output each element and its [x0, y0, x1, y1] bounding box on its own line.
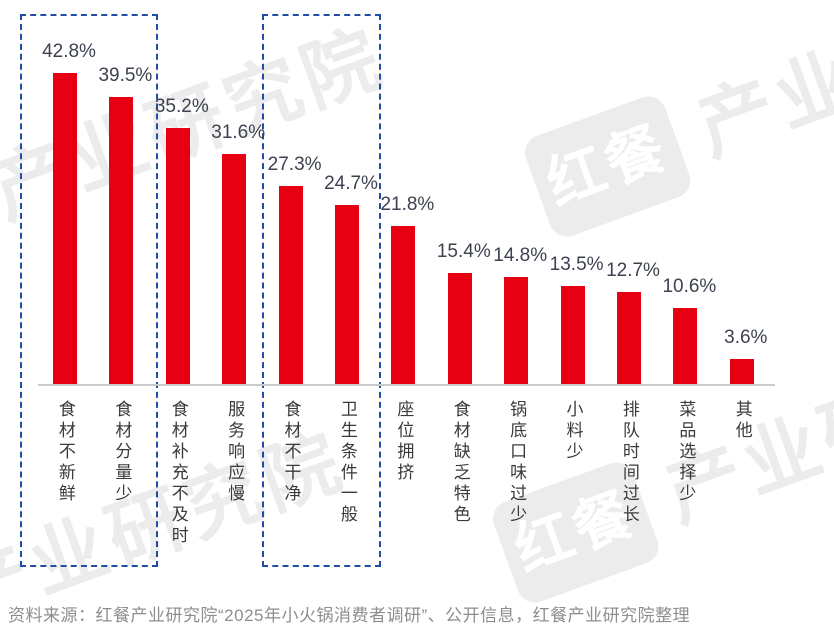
category-label: 其他	[732, 400, 752, 442]
bar	[278, 186, 303, 385]
bar-value-label: 24.7%	[324, 173, 378, 194]
bar-value-label: 3.6%	[724, 327, 768, 348]
category-label: 排队时间过长	[619, 400, 639, 526]
highlight-box-2	[262, 14, 381, 567]
source-note: 资料来源：红餐产业研究院“2025年小火锅消费者调研”、公开信息，红餐产业研究院…	[8, 606, 691, 625]
bar-value-label: 39.5%	[98, 65, 153, 86]
bar-value-label: 12.7%	[606, 260, 660, 281]
category-label: 座位拥挤	[394, 400, 414, 484]
category-label: 食材不干净	[281, 400, 301, 505]
bar	[504, 277, 529, 385]
bar-value-label: 35.2%	[154, 96, 209, 117]
bar	[109, 97, 134, 385]
category-label: 食材分量少	[112, 400, 132, 505]
bar	[53, 73, 77, 385]
bar-value-label: 13.5%	[549, 254, 604, 275]
bar	[335, 205, 359, 385]
bar-value-label: 27.3%	[267, 154, 322, 175]
category-label: 食材缺乏特色	[450, 400, 470, 526]
bar-value-label: 14.8%	[493, 245, 548, 266]
category-label: 小料少	[563, 400, 583, 463]
bar	[560, 286, 585, 385]
category-label: 食材不新鲜	[55, 400, 75, 505]
bar	[165, 128, 190, 385]
bar	[447, 273, 472, 385]
bar-value-label: 21.8%	[380, 194, 435, 215]
category-label: 菜品选择少	[676, 400, 696, 505]
bar	[222, 154, 247, 385]
bar-value-label: 10.6%	[662, 276, 717, 297]
bar	[617, 292, 641, 385]
category-label: 锅底口味过少	[507, 400, 527, 526]
category-label: 食材补充不及时	[168, 400, 188, 547]
bar-value-label: 42.8%	[42, 41, 96, 62]
bar	[391, 226, 416, 385]
highlight-box-1	[20, 14, 158, 567]
bar	[729, 359, 754, 385]
bar	[673, 308, 698, 385]
x-axis-line	[38, 384, 775, 386]
bar-value-label: 31.6%	[211, 122, 266, 143]
category-label: 服务响应慢	[225, 400, 245, 505]
category-label: 卫生条件一般	[337, 400, 357, 526]
bar-value-label: 15.4%	[436, 241, 491, 262]
